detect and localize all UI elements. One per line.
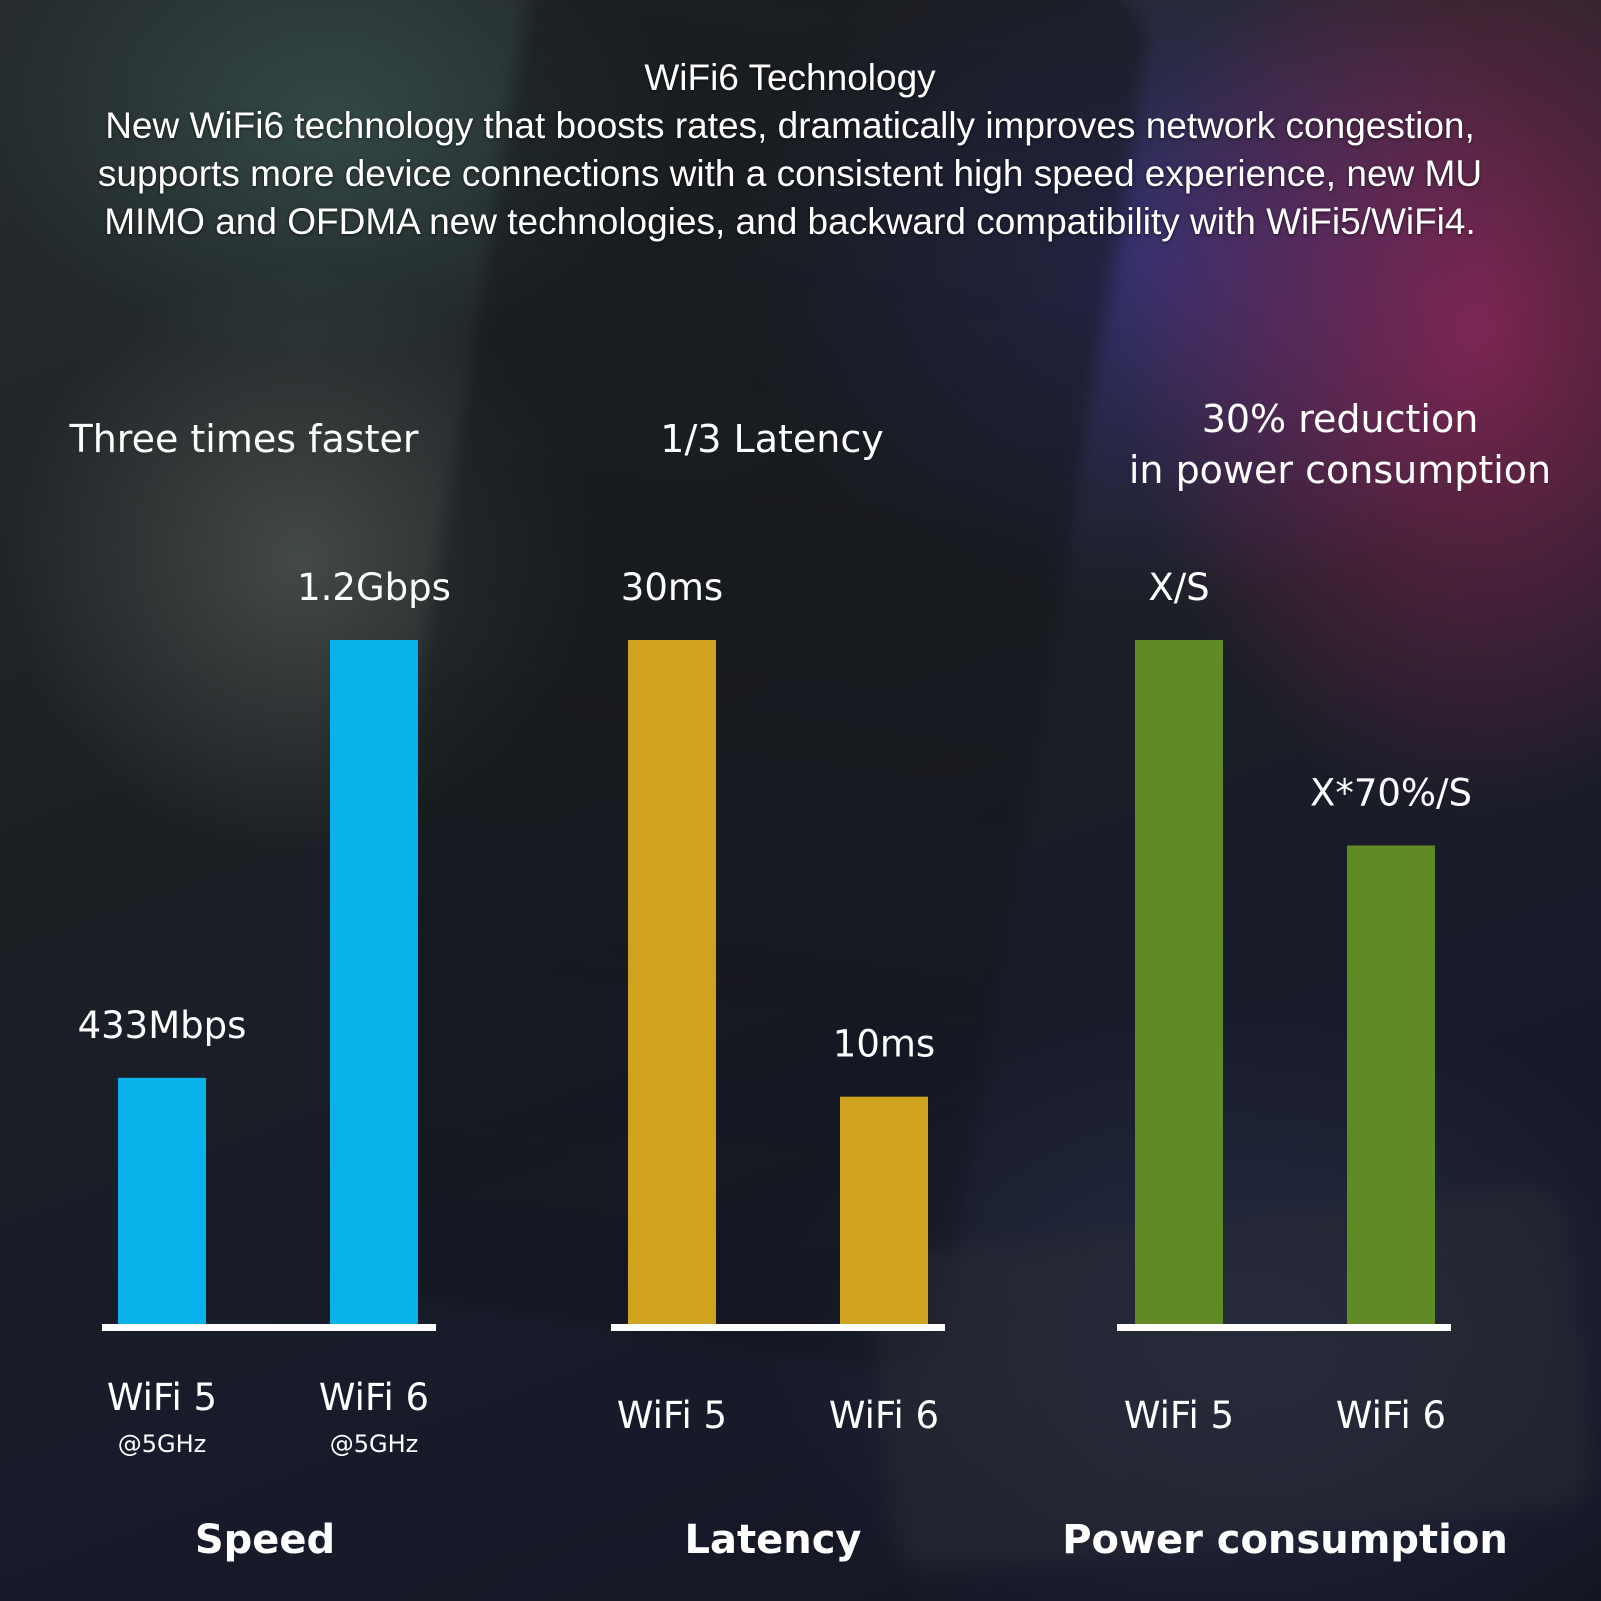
speed-category-label-2: WiFi 6 — [319, 1376, 429, 1419]
latency-bar-1 — [628, 640, 716, 1325]
speed-subtitle: Three times faster — [68, 417, 418, 461]
power-consumption-subtitle: 30% reduction — [1202, 397, 1479, 441]
speed-category-label-1: WiFi 5 — [107, 1376, 217, 1419]
latency-value-label-1: 30ms — [621, 566, 723, 609]
speed-baseline — [102, 1324, 436, 1331]
latency-category-label-1: WiFi 5 — [617, 1394, 727, 1437]
header-description: New WiFi6 technology that boosts rates, … — [97, 105, 1483, 242]
power-consumption-category-label-2: WiFi 6 — [1336, 1394, 1446, 1437]
header-title: WiFi6 Technology — [644, 57, 936, 98]
latency-chart-title: Latency — [685, 1517, 862, 1563]
speed-bar-2 — [330, 640, 418, 1325]
power-consumption-value-label-2: X*70%/S — [1310, 772, 1472, 815]
power-consumption-chart-title: Power consumption — [1062, 1517, 1508, 1563]
power-consumption-value-label-1: X/S — [1148, 566, 1209, 609]
latency-category-label-2: WiFi 6 — [829, 1394, 939, 1437]
speed-category-sublabel-2: @5GHz — [330, 1430, 419, 1458]
latency-baseline — [611, 1324, 945, 1331]
latency-value-label-2: 10ms — [833, 1023, 935, 1066]
power-consumption-bar-1 — [1135, 640, 1223, 1325]
speed-bar-1 — [118, 1077, 206, 1325]
power-consumption-baseline — [1117, 1324, 1451, 1331]
header: WiFi6 Technology New WiFi6 technology th… — [80, 54, 1500, 246]
power-consumption-subtitle: in power consumption — [1129, 448, 1551, 492]
speed-category-sublabel-1: @5GHz — [118, 1430, 207, 1458]
speed-value-label-1: 433Mbps — [78, 1004, 247, 1047]
power-consumption-bar-2 — [1347, 845, 1435, 1325]
power-consumption-category-label-1: WiFi 5 — [1124, 1394, 1234, 1437]
latency-subtitle: 1/3 Latency — [660, 417, 883, 461]
speed-chart-title: Speed — [195, 1517, 335, 1563]
speed-value-label-2: 1.2Gbps — [297, 566, 451, 609]
latency-bar-2 — [840, 1096, 928, 1325]
